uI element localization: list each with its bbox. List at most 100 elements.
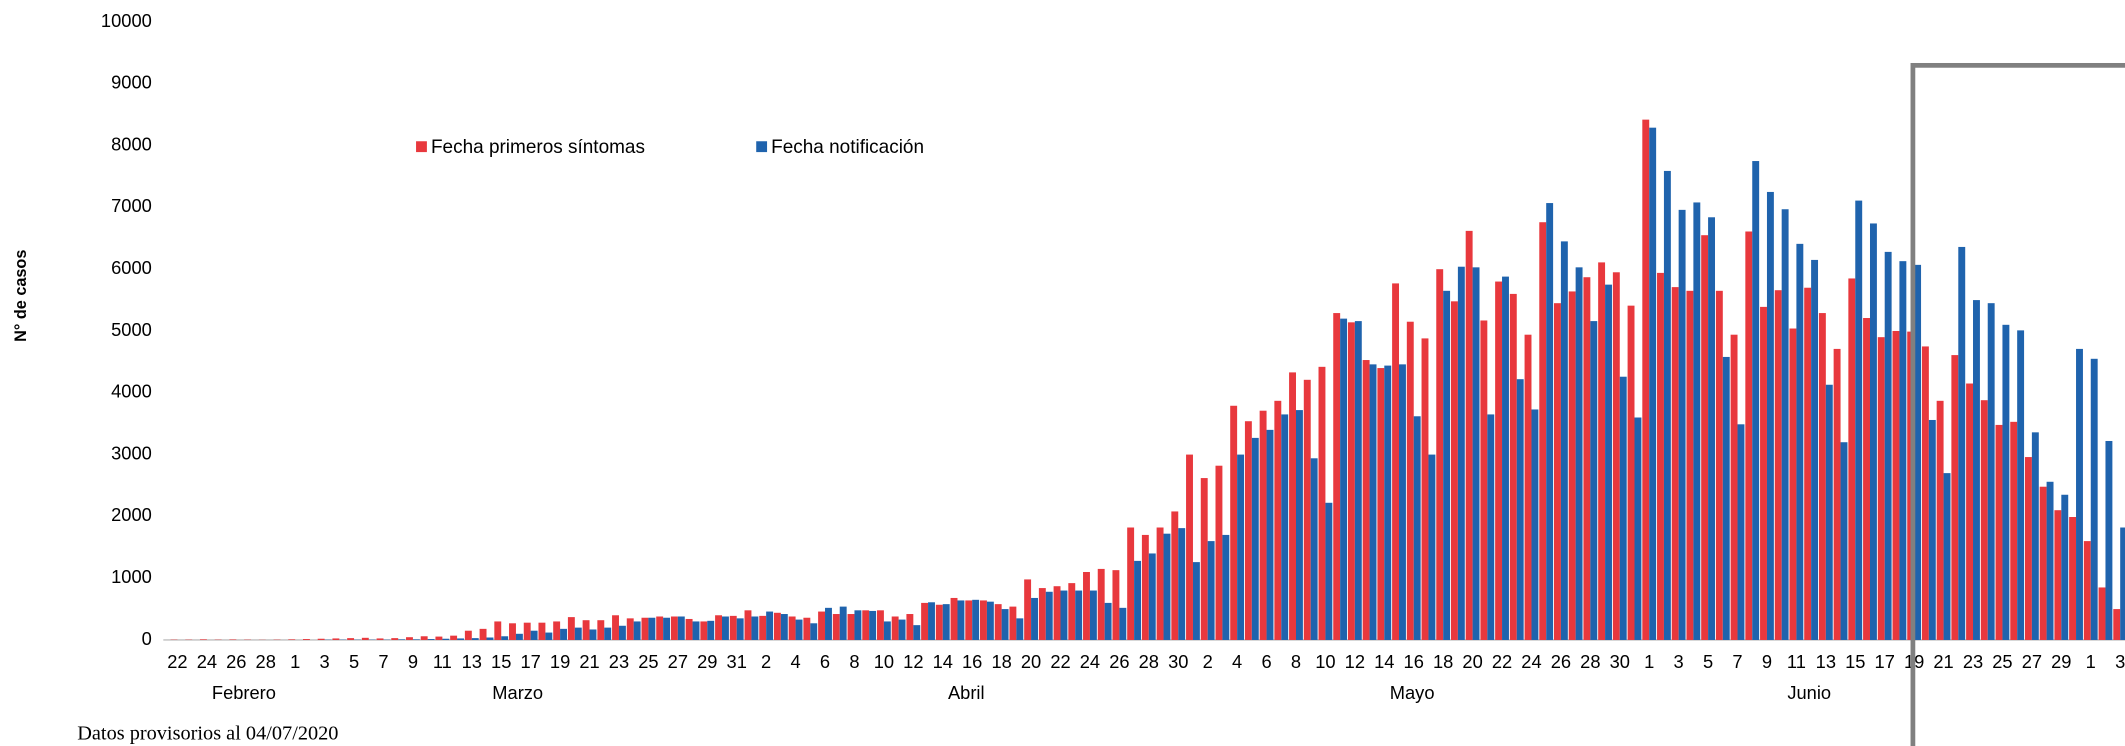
bar xyxy=(677,616,685,640)
bar xyxy=(1531,409,1539,640)
x-tick-label: 28 xyxy=(1139,651,1159,672)
bar xyxy=(347,638,355,640)
x-tick-label: 6 xyxy=(820,651,830,672)
x-tick-label: 31 xyxy=(727,651,747,672)
bar xyxy=(1303,379,1311,640)
bar xyxy=(803,617,811,640)
bar xyxy=(715,615,722,640)
bar xyxy=(1663,170,1671,640)
legend-swatch xyxy=(416,141,427,153)
bar xyxy=(1119,607,1127,640)
bar xyxy=(1354,321,1362,640)
bar xyxy=(582,620,590,640)
bar xyxy=(1148,553,1156,640)
bar xyxy=(1568,291,1576,640)
bar xyxy=(759,615,767,640)
bar xyxy=(2010,421,2018,640)
bar xyxy=(1701,235,1709,640)
bar xyxy=(1237,454,1245,640)
bar xyxy=(1590,321,1598,640)
month-label: Marzo xyxy=(492,682,543,703)
bar xyxy=(1068,583,1076,640)
bar xyxy=(1502,276,1509,640)
bar xyxy=(1715,290,1723,640)
x-tick-label: 29 xyxy=(697,651,717,672)
month-label: Junio xyxy=(1787,682,1831,703)
x-tick-label: 25 xyxy=(1992,651,2012,672)
x-tick-label: 25 xyxy=(638,651,658,672)
bar xyxy=(795,619,803,640)
bar xyxy=(744,610,752,640)
bar xyxy=(1141,534,1149,640)
bar xyxy=(1560,241,1568,640)
bar xyxy=(692,621,700,640)
bar xyxy=(1554,303,1561,640)
bar xyxy=(1186,454,1193,640)
bar xyxy=(1251,437,1259,640)
bar xyxy=(1163,533,1171,640)
footnote: Datos provisorios al 04/07/2020 xyxy=(77,723,338,745)
x-tick-label: 27 xyxy=(2022,651,2042,672)
x-tick-label: 23 xyxy=(609,651,629,672)
x-tick-label: 4 xyxy=(1232,651,1242,672)
bar xyxy=(1156,527,1164,640)
x-tick-label: 27 xyxy=(668,651,688,672)
x-tick-label: 21 xyxy=(1933,651,1953,672)
x-tick-label: 22 xyxy=(1050,651,1070,672)
bar xyxy=(1642,119,1650,640)
y-tick-label: 0 xyxy=(142,628,152,649)
bar xyxy=(567,617,575,640)
bar xyxy=(1310,458,1318,640)
bar xyxy=(1855,200,1863,640)
bar xyxy=(1745,231,1753,640)
bar xyxy=(2031,432,2039,640)
bar xyxy=(766,611,774,640)
bar xyxy=(1325,502,1333,640)
bar xyxy=(2054,510,2062,640)
bar xyxy=(1274,400,1282,640)
bar xyxy=(773,612,781,640)
bar xyxy=(1016,618,1024,640)
bar xyxy=(1539,222,1547,640)
x-tick-label: 3 xyxy=(2115,651,2125,672)
bar xyxy=(1024,579,1032,640)
bar xyxy=(1406,321,1414,640)
x-tick-label: 22 xyxy=(167,651,187,672)
bar xyxy=(1774,290,1782,640)
x-tick-label: 26 xyxy=(226,651,246,672)
bar xyxy=(501,636,509,640)
bar xyxy=(1369,364,1377,640)
x-tick-label: 10 xyxy=(874,651,894,672)
x-tick-label: 3 xyxy=(1674,651,1684,672)
bar xyxy=(471,638,479,640)
bar xyxy=(361,637,369,640)
x-tick-label: 30 xyxy=(1610,651,1630,672)
bar xyxy=(1936,400,1944,640)
bar xyxy=(1083,572,1090,640)
bar xyxy=(1825,384,1833,640)
bar xyxy=(780,614,788,640)
y-tick-label: 4000 xyxy=(111,381,152,402)
bar xyxy=(928,602,935,640)
bar xyxy=(1760,306,1767,640)
x-tick-label: 28 xyxy=(1580,651,1600,672)
bar xyxy=(1657,272,1664,640)
bar xyxy=(1457,266,1465,640)
month-label: Abril xyxy=(948,682,985,703)
bar xyxy=(412,639,420,640)
bar xyxy=(980,600,987,640)
bar xyxy=(1075,590,1083,640)
bar xyxy=(1333,313,1341,640)
bar xyxy=(1987,303,1995,640)
bar xyxy=(1001,609,1009,640)
bar xyxy=(332,638,340,640)
bar xyxy=(302,639,310,640)
bar xyxy=(1399,364,1406,640)
x-tick-label: 15 xyxy=(491,651,511,672)
bar xyxy=(1192,562,1200,640)
x-tick-label: 1 xyxy=(1644,651,1654,672)
bar xyxy=(1575,267,1583,640)
bar xyxy=(1200,478,1208,640)
bar xyxy=(1347,322,1355,640)
bar xyxy=(479,628,487,640)
